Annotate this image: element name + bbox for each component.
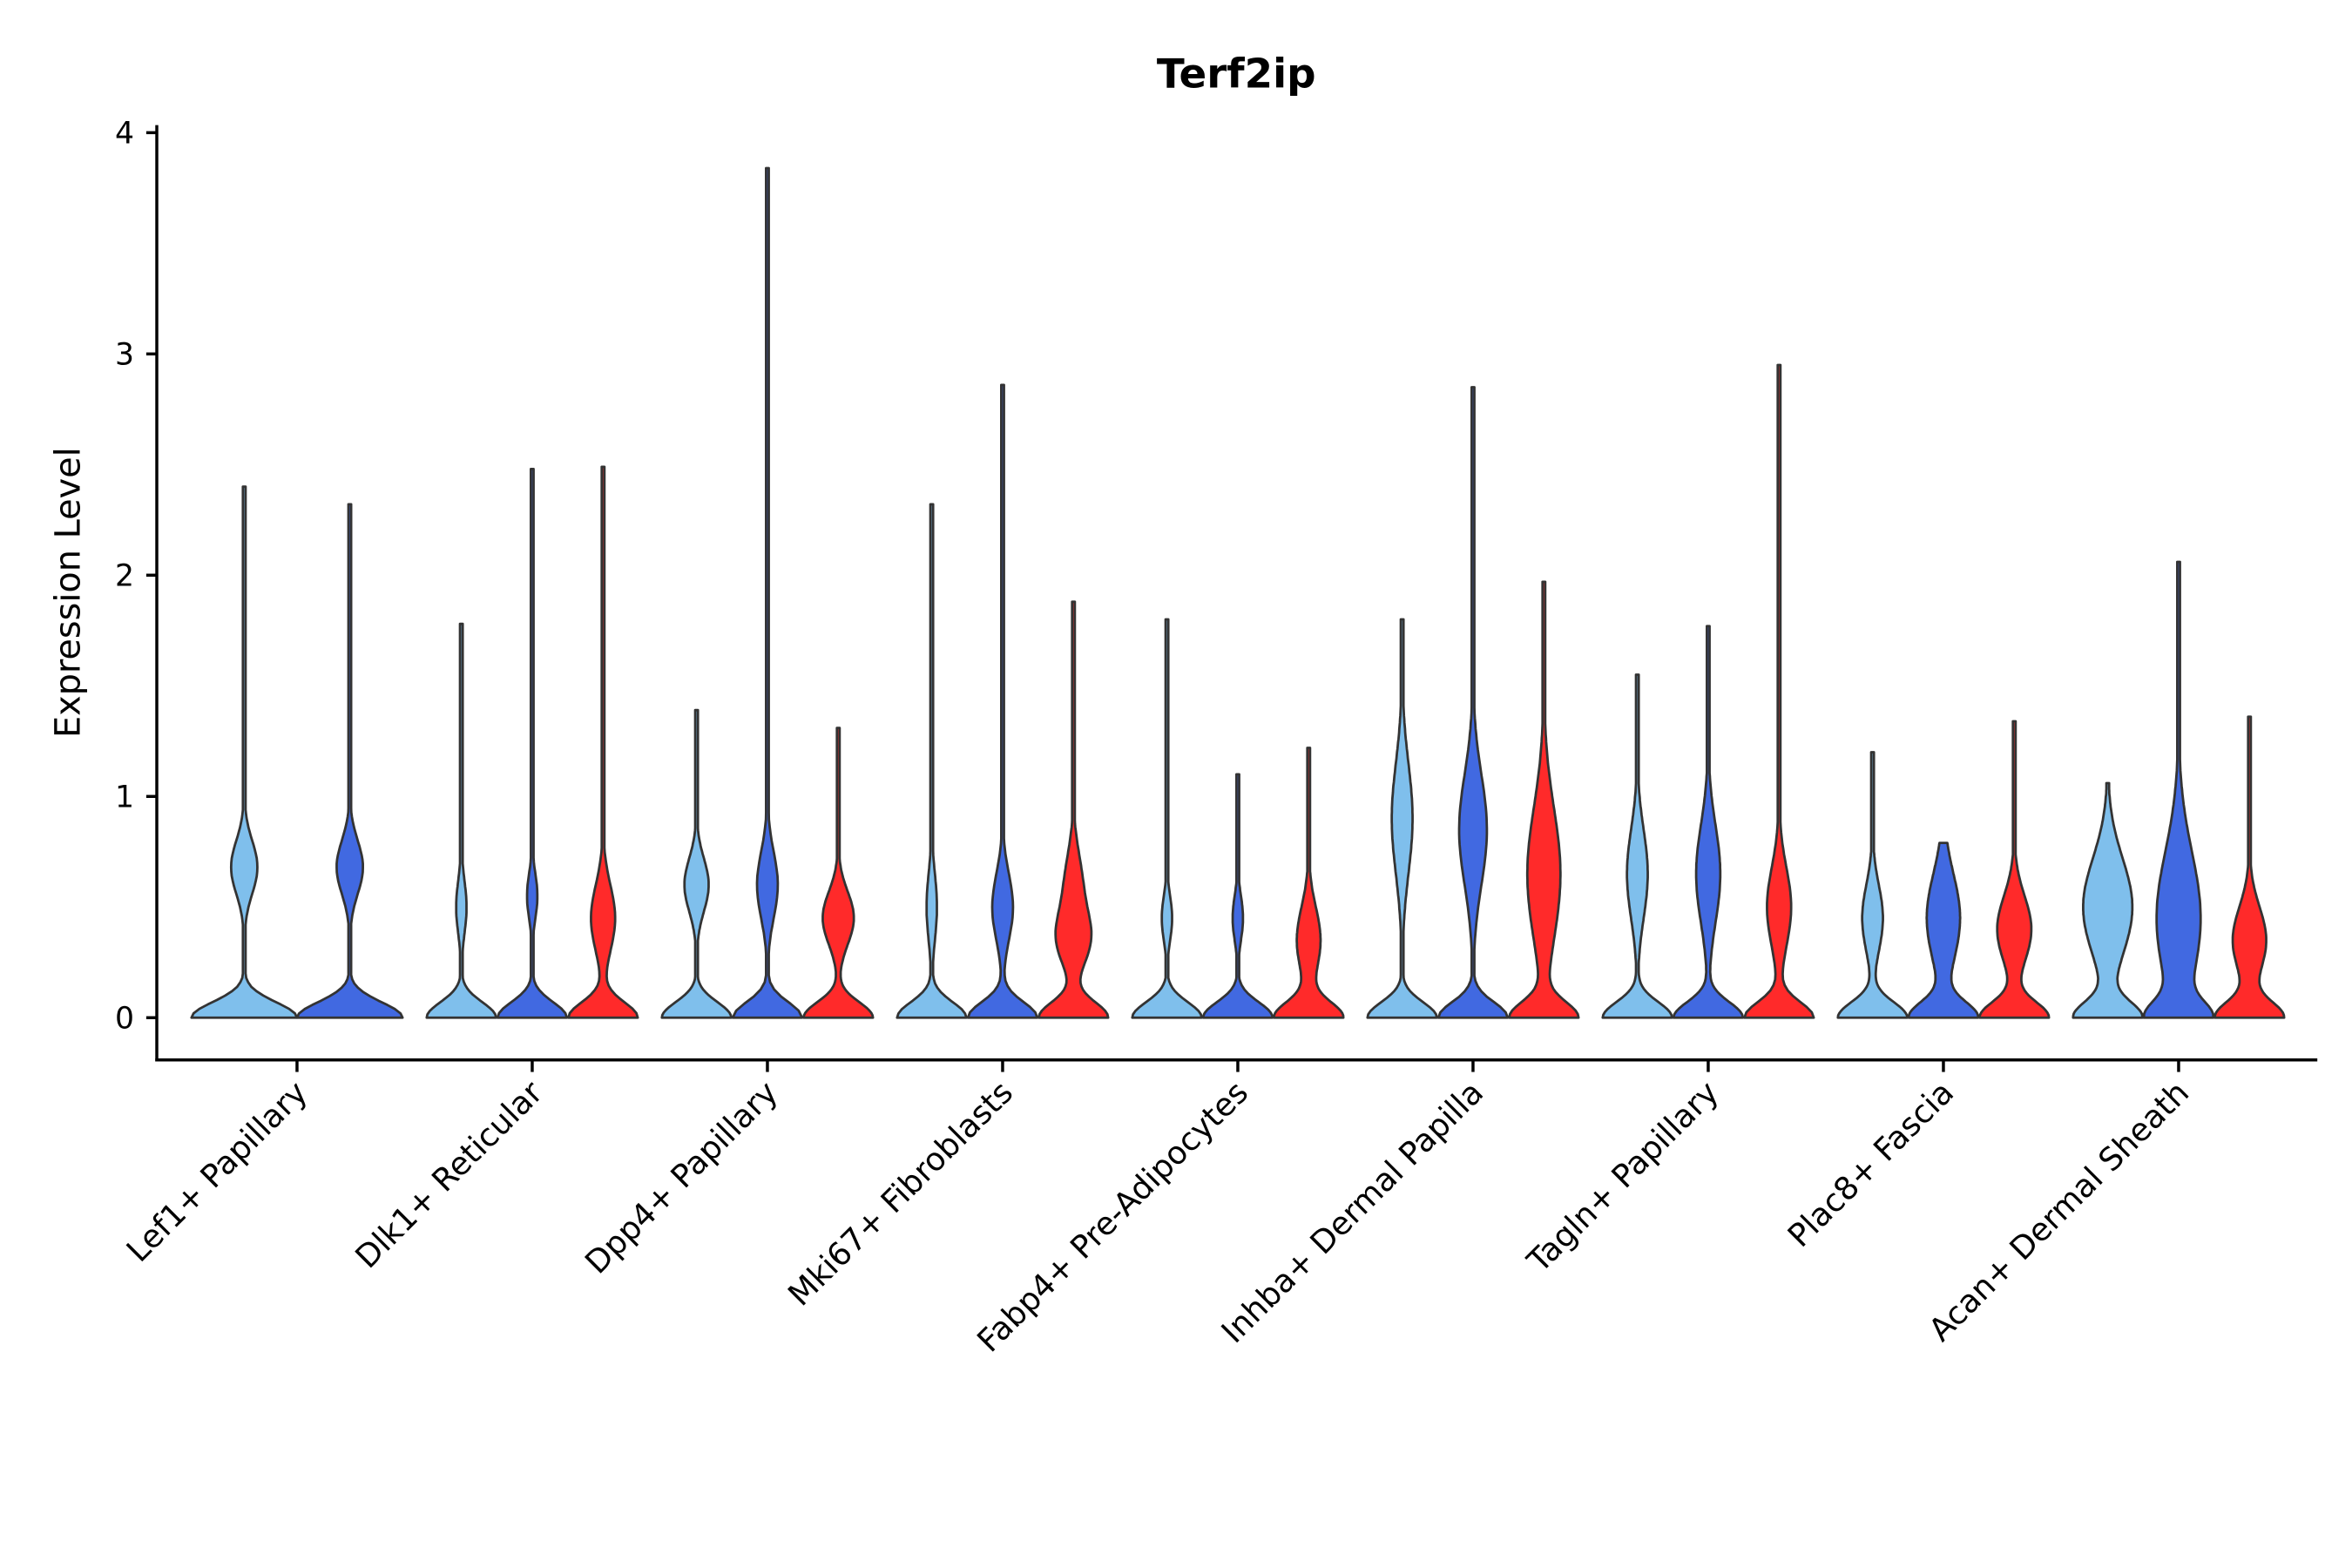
- violin-red: [2213, 715, 2286, 1019]
- violin-light: [2072, 781, 2144, 1019]
- violin-blue: [731, 166, 804, 1019]
- violin-light: [190, 485, 299, 1019]
- violin-blue: [496, 468, 569, 1019]
- violin-light: [896, 503, 968, 1019]
- x-ticks: Lef1+ Papillary Dlk1+ Reticular Dpp4+ Papi…: [119, 1059, 2197, 1359]
- violin-light: [1836, 751, 1909, 1019]
- y-tick-label: 1: [115, 780, 134, 814]
- violin-light: [1131, 618, 1203, 1019]
- y-ticks: 0 1 2 3 4: [115, 116, 157, 1036]
- violin-red: [1743, 363, 1815, 1019]
- violin-light: [660, 708, 733, 1019]
- violin-blue: [1672, 625, 1745, 1019]
- x-tick-label: Inhba+ Dermal Papilla: [1214, 1073, 1491, 1350]
- violin-light: [425, 622, 497, 1019]
- x-tick-label: Dpp4+ Papillary: [578, 1073, 785, 1281]
- y-axis-label: Expression Level: [49, 447, 89, 738]
- x-tick-label: Acan+ Dermal Sheath: [1922, 1073, 2197, 1348]
- violin-red: [1978, 720, 2051, 1019]
- violin-light: [1601, 673, 1673, 1019]
- violin-blue: [1201, 773, 1274, 1019]
- x-tick-label: Lef1+ Papillary: [119, 1073, 314, 1268]
- violin-red: [1037, 600, 1110, 1019]
- y-tick-label: 0: [115, 1001, 134, 1036]
- violin-light: [1366, 618, 1438, 1019]
- violin-blue: [1436, 386, 1510, 1019]
- violin-red: [567, 465, 639, 1019]
- violin-blue: [295, 503, 404, 1019]
- violins: [190, 166, 2286, 1019]
- x-tick-label: Plac8+ Fascia: [1781, 1073, 1961, 1254]
- violin-blue: [2142, 560, 2215, 1019]
- chart-title: Terf2ip: [1157, 51, 1316, 98]
- x-tick-label: Fabp4+ Pre-Adipocytes: [970, 1073, 1255, 1359]
- x-tick-label: Mki67+ Fibroblasts: [781, 1073, 1020, 1313]
- violin-red: [1508, 580, 1580, 1019]
- violin-red: [1273, 747, 1345, 1019]
- y-tick-label: 3: [115, 337, 134, 372]
- violin-blue: [1907, 841, 1980, 1019]
- y-tick-label: 2: [115, 558, 134, 593]
- y-tick-label: 4: [115, 116, 134, 151]
- x-tick-label: Tagln+ Papillary: [1519, 1073, 1726, 1280]
- violin-blue: [966, 383, 1039, 1019]
- violin-red: [802, 727, 875, 1019]
- x-tick-label: Dlk1+ Reticular: [348, 1073, 550, 1275]
